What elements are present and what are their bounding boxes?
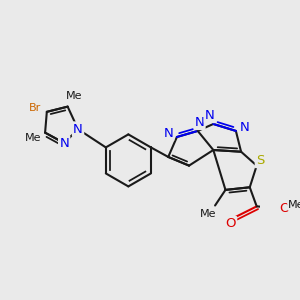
Text: N: N xyxy=(195,116,204,129)
Text: N: N xyxy=(164,127,173,140)
Text: Me: Me xyxy=(288,200,300,210)
Text: Br: Br xyxy=(28,103,41,113)
Text: Me: Me xyxy=(25,133,41,143)
Text: S: S xyxy=(256,154,264,167)
Text: Me: Me xyxy=(66,91,83,101)
Text: N: N xyxy=(205,109,215,122)
Text: N: N xyxy=(240,121,249,134)
Text: Me: Me xyxy=(200,209,216,219)
Text: O: O xyxy=(279,202,290,214)
Text: N: N xyxy=(59,136,69,150)
Text: N: N xyxy=(73,123,83,136)
Text: O: O xyxy=(225,217,236,230)
